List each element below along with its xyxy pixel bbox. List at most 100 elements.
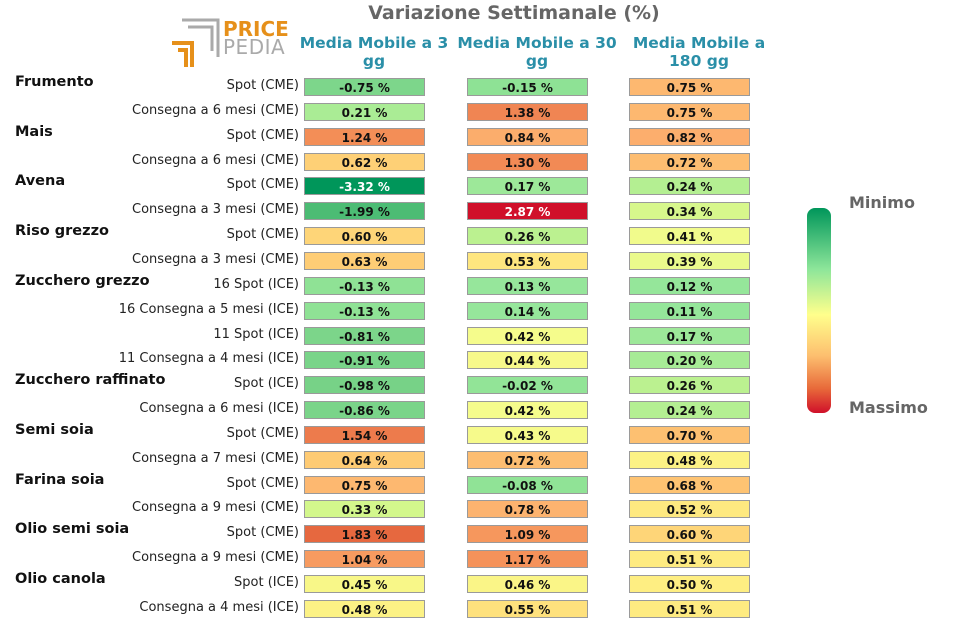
heatmap-cell: -0.13 % (304, 276, 425, 295)
heatmap-cell: 0.43 % (467, 425, 588, 444)
heatmap-cell: 0.42 % (467, 326, 588, 345)
heatmap-cell: 0.78 % (467, 500, 588, 519)
heatmap-cell: 1.24 % (304, 127, 425, 146)
group-label: Mais (15, 123, 53, 140)
heatmap-cell: 0.52 % (629, 500, 750, 519)
heatmap-cell: -0.08 % (467, 475, 588, 494)
heatmap-cell: -0.02 % (467, 376, 588, 395)
group-label: Avena (15, 173, 66, 190)
heatmap-cell: 0.70 % (629, 425, 750, 444)
column-header-30gg: Media Mobile a 30 gg (457, 34, 617, 70)
heatmap-cell: -3.32 % (304, 177, 425, 196)
heatmap-cell: 1.17 % (467, 550, 588, 569)
group-label: Farina soia (15, 471, 105, 488)
heatmap-cell: 0.75 % (629, 102, 750, 121)
logo-word-pedia: PEDIA (223, 35, 286, 59)
group-label: Riso grezzo (15, 223, 109, 240)
heatmap-cell: 1.38 % (467, 102, 588, 121)
heatmap-cell: 0.17 % (629, 326, 750, 345)
row-label: Spot (ICE) (234, 376, 299, 392)
heatmap-cell: 0.34 % (629, 202, 750, 221)
color-scale-bar (807, 208, 831, 413)
heatmap-cell: 0.21 % (304, 102, 425, 121)
row-label: Spot (CME) (226, 475, 299, 491)
heatmap-cell: 0.46 % (467, 575, 588, 593)
heatmap-cell: 0.24 % (629, 401, 750, 420)
color-scale-min-label: Minimo (849, 193, 915, 212)
heatmap-cell: 0.44 % (467, 351, 588, 370)
row-label: Consegna a 6 mesi (CME) (132, 102, 299, 118)
heatmap-cell: 0.45 % (304, 575, 425, 593)
heatmap-cell: 0.75 % (629, 78, 750, 96)
group-label: Olio semi soia (15, 521, 130, 538)
heatmap-cell: -1.99 % (304, 202, 425, 221)
row-label: Spot (CME) (226, 425, 299, 441)
row-label: Consegna a 3 mesi (CME) (132, 202, 299, 218)
heatmap-cell: 0.14 % (467, 301, 588, 320)
heatmap-cell: -0.98 % (304, 376, 425, 395)
heatmap-cell: -0.13 % (304, 301, 425, 320)
heatmap-cell: 0.33 % (304, 500, 425, 519)
heatmap-cell: 0.84 % (467, 127, 588, 146)
heatmap-cell: 0.51 % (629, 550, 750, 569)
row-label: Consegna a 3 mesi (CME) (132, 251, 299, 267)
heatmap-cell: -0.15 % (467, 78, 588, 96)
heatmap-cell: 0.63 % (304, 251, 425, 270)
row-label: 16 Spot (ICE) (213, 276, 299, 292)
heatmap-cell: -0.86 % (304, 401, 425, 420)
heatmap-cell: 0.72 % (467, 450, 588, 469)
heatmap-cell: 0.82 % (629, 127, 750, 146)
row-label: 16 Consegna a 5 mesi (ICE) (118, 301, 299, 317)
heatmap-cell: 1.30 % (467, 152, 588, 171)
group-label: Semi soia (15, 421, 94, 438)
row-label: Spot (CME) (226, 78, 299, 93)
group-label: Olio canola (15, 571, 106, 587)
row-label: Spot (CME) (226, 127, 299, 143)
heatmap-cell: 0.64 % (304, 450, 425, 469)
chart-title: Variazione Settimanale (%) (368, 2, 660, 24)
heatmap-cell: 1.83 % (304, 525, 425, 544)
color-scale-max-label: Massimo (849, 398, 928, 417)
row-label: 11 Spot (ICE) (213, 326, 299, 342)
heatmap-cell: 0.55 % (467, 599, 588, 618)
row-label: Spot (CME) (226, 227, 299, 243)
heatmap-cell: 0.75 % (304, 475, 425, 494)
row-label: Spot (CME) (226, 177, 299, 193)
heatmap-cell: 0.11 % (629, 301, 750, 320)
heatmap-cell: 0.13 % (467, 276, 588, 295)
row-label: Spot (CME) (226, 525, 299, 541)
row-label: 11 Consegna a 4 mesi (ICE) (118, 351, 299, 367)
heatmap-cell: -0.91 % (304, 351, 425, 370)
heatmap-cell: 0.26 % (629, 376, 750, 395)
heatmap-cell: 0.42 % (467, 401, 588, 420)
column-header-180gg: Media Mobile a 180 gg (632, 34, 766, 70)
heatmap-cell: 1.04 % (304, 550, 425, 569)
row-label: Consegna a 9 mesi (CME) (132, 550, 299, 566)
group-label: Frumento (15, 74, 94, 90)
heatmap-cell: 0.72 % (629, 152, 750, 171)
pricepedia-logo: PRICE PEDIA (172, 15, 289, 70)
row-label: Consegna a 9 mesi (CME) (132, 500, 299, 516)
column-header-3gg: Media Mobile a 3 gg (299, 34, 449, 70)
heatmap-cell: 2.87 % (467, 202, 588, 221)
heatmap-cell: 1.09 % (467, 525, 588, 544)
group-label: Zucchero grezzo (15, 272, 150, 289)
heatmap-cell: 0.48 % (304, 599, 425, 618)
logo-word-price: PRICE (223, 17, 289, 41)
heatmap-cell: 0.41 % (629, 227, 750, 246)
heatmap-cell: 0.20 % (629, 351, 750, 370)
heatmap-cell: 0.48 % (629, 450, 750, 469)
heatmap-cell: 0.24 % (629, 177, 750, 196)
heatmap-cell: 1.54 % (304, 425, 425, 444)
heatmap-cell: -0.75 % (304, 78, 425, 96)
heatmap-cell: 0.50 % (629, 575, 750, 593)
heatmap-cell: 0.17 % (467, 177, 588, 196)
row-label: Consegna a 7 mesi (CME) (132, 450, 299, 466)
heatmap-cell: 0.51 % (629, 599, 750, 618)
row-label: Consegna a 6 mesi (CME) (132, 152, 299, 168)
heatmap-cell: 0.60 % (629, 525, 750, 544)
row-label: Consegna a 4 mesi (ICE) (139, 599, 299, 615)
heatmap-cell: 0.39 % (629, 251, 750, 270)
heatmap-cell: 0.68 % (629, 475, 750, 494)
group-label: Zucchero raffinato (15, 372, 166, 389)
